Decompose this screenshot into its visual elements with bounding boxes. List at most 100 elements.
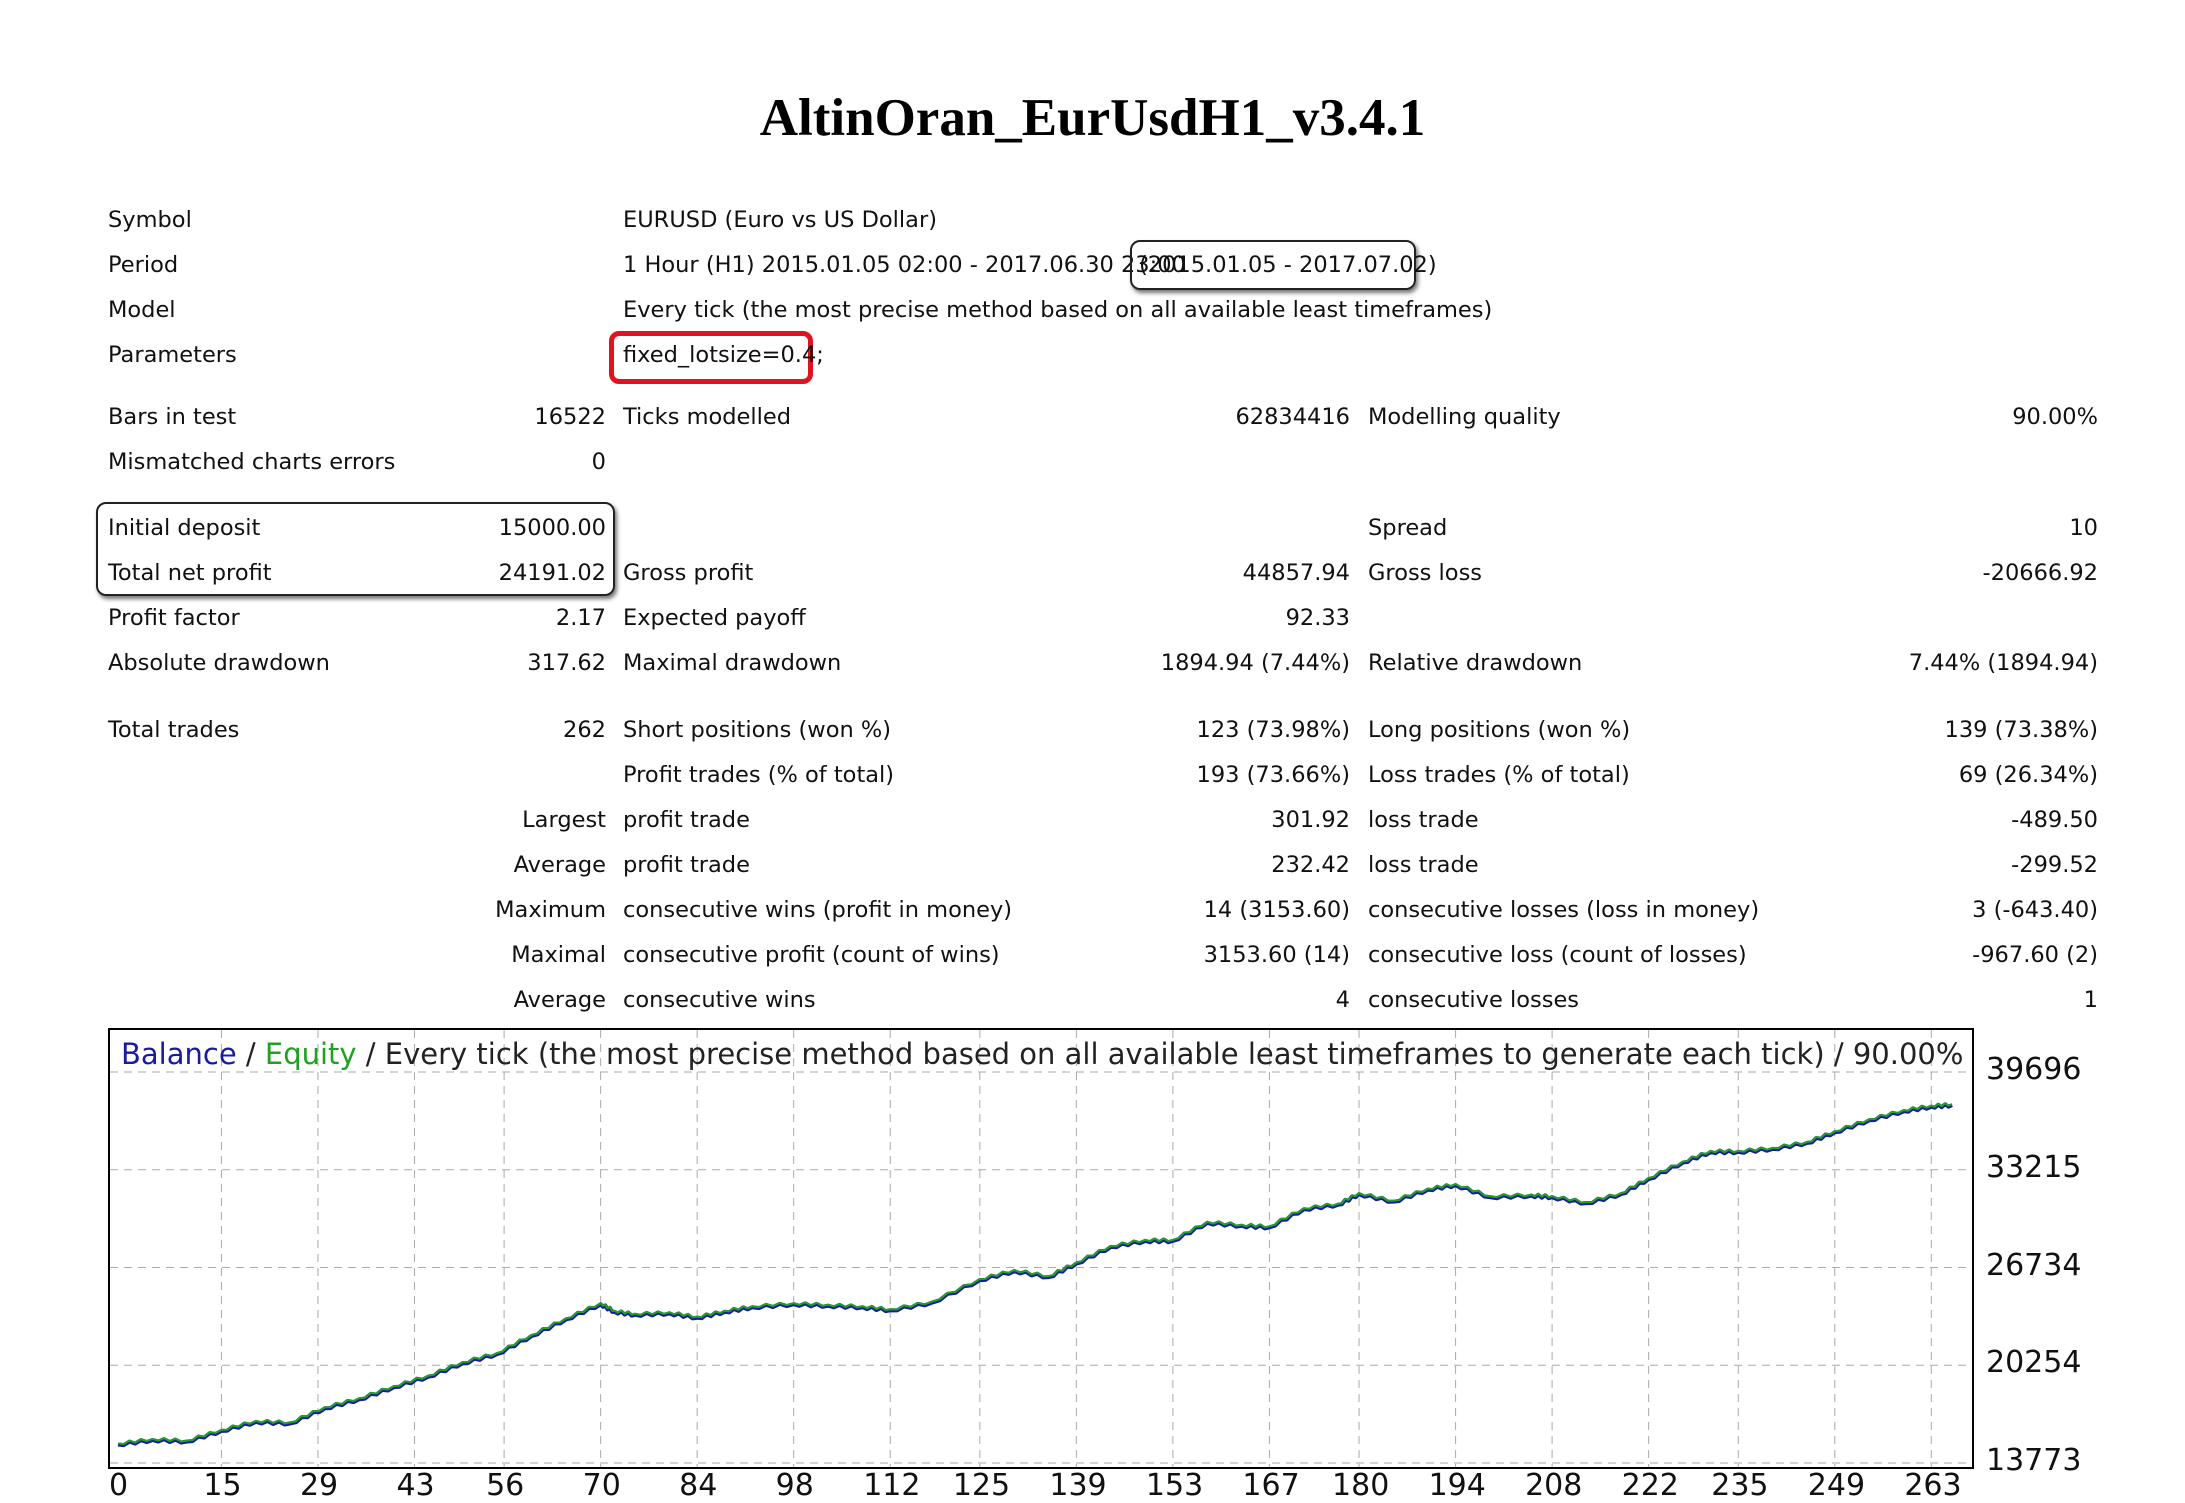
legend-description: / Every tick (the most precise method ba… xyxy=(356,1037,1964,1071)
gross-profit-value: 44857.94 xyxy=(1242,560,1350,586)
x-tick-label: 70 xyxy=(582,1468,621,1503)
x-tick-label: 15 xyxy=(203,1468,242,1503)
deposit-profit-highlight xyxy=(96,502,615,596)
x-tick-label: 235 xyxy=(1711,1468,1769,1503)
y-tick-label: 26734 xyxy=(1986,1247,2082,1283)
expected-payoff-label: Expected payoff xyxy=(623,605,806,631)
short-value: 123 (73.98%) xyxy=(1196,717,1350,743)
x-tick-label: 180 xyxy=(1332,1468,1390,1503)
x-tick-label: 29 xyxy=(299,1468,339,1503)
maximal-loss-value: -967.60 (2) xyxy=(1972,942,2098,968)
quality-value: 90.00% xyxy=(2012,404,2098,430)
model-label: Model xyxy=(108,297,176,323)
abs-drawdown-value: 317.62 xyxy=(527,650,606,676)
bars-label: Bars in test xyxy=(108,404,237,430)
report-title: AltinOran_EurUsdH1_v3.4.1 xyxy=(759,89,1426,147)
average-loss-label: loss trade xyxy=(1368,852,1479,878)
ticks-label: Ticks modelled xyxy=(623,404,792,430)
x-tick-label: 84 xyxy=(679,1468,718,1503)
x-tick-label: 208 xyxy=(1525,1468,1583,1503)
y-tick-label: 13773 xyxy=(1986,1443,2082,1478)
ticks-value: 62834416 xyxy=(1235,404,1350,430)
long-value: 139 (73.38%) xyxy=(1944,717,2098,743)
deposit-label: Initial deposit xyxy=(108,515,261,541)
total-trades-value: 262 xyxy=(563,717,606,743)
spread-label: Spread xyxy=(1368,515,1448,541)
total-trades-label: Total trades xyxy=(108,717,240,743)
gross-profit-label: Gross profit xyxy=(623,560,754,586)
x-tick-label: 139 xyxy=(1049,1468,1107,1503)
x-tick-label: 167 xyxy=(1242,1468,1300,1503)
x-tick-label: 98 xyxy=(775,1468,814,1503)
net-profit-value: 24191.02 xyxy=(498,560,606,586)
period-range: (2015.01.05 - 2017.07.02) xyxy=(1139,252,1437,278)
average-profit-value: 232.42 xyxy=(1271,852,1350,878)
rel-drawdown-value: 7.44% (1894.94) xyxy=(1908,650,2098,676)
avg-consecutive-losses-label: consecutive losses xyxy=(1368,987,1580,1013)
balance-chart xyxy=(108,1028,1974,1469)
loss-trades-label: Loss trades (% of total) xyxy=(1368,762,1630,788)
average-prefix: Average xyxy=(513,852,606,878)
legend-equity: Equity xyxy=(264,1037,357,1071)
mismatched-value: 0 xyxy=(591,449,606,475)
largest-loss-label: loss trade xyxy=(1368,807,1479,833)
short-label: Short positions (won %) xyxy=(623,717,892,743)
avg-consecutive-prefix: Average xyxy=(513,987,606,1013)
chart-legend: Balance / Equity / Every tick (the most … xyxy=(121,1037,1963,1071)
avg-consecutive-wins-value: 4 xyxy=(1335,987,1350,1013)
mismatched-label: Mismatched charts errors xyxy=(108,449,396,475)
symbol-label: Symbol xyxy=(108,207,192,233)
parameters-label: Parameters xyxy=(108,342,237,368)
x-tick-label: 249 xyxy=(1807,1468,1866,1503)
deposit-value: 15000.00 xyxy=(498,515,606,541)
spread-value: 10 xyxy=(2069,515,2098,541)
x-tick-label: 263 xyxy=(1904,1468,1962,1503)
maximal-prefix: Maximal xyxy=(511,942,606,968)
maximum-losses-value: 3 (-643.40) xyxy=(1972,897,2098,923)
parameters-highlight xyxy=(609,331,813,384)
x-tick-label: 56 xyxy=(486,1468,525,1503)
bars-value: 16522 xyxy=(534,404,606,430)
largest-loss-value: -489.50 xyxy=(2011,807,2098,833)
legend-balance: Balance xyxy=(121,1037,237,1071)
maximal-profit-label: consecutive profit (count of wins) xyxy=(623,942,1000,968)
expected-payoff-value: 92.33 xyxy=(1285,605,1350,631)
chart-plot xyxy=(110,1030,1972,1467)
period-label: Period xyxy=(108,252,179,278)
largest-prefix: Largest xyxy=(522,807,606,833)
x-tick-label: 153 xyxy=(1145,1468,1204,1503)
equity-line xyxy=(117,1102,1953,1446)
maximum-losses-label: consecutive losses (loss in money) xyxy=(1368,897,1760,923)
x-tick-label: 112 xyxy=(863,1468,921,1503)
average-loss-value: -299.52 xyxy=(2011,852,2098,878)
max-drawdown-value: 1894.94 (7.44%) xyxy=(1160,650,1350,676)
profit-trades-value: 193 (73.66%) xyxy=(1196,762,1350,788)
balance-line xyxy=(117,1102,1953,1448)
period-range-highlight xyxy=(1130,240,1416,290)
maximal-loss-label: consecutive loss (count of losses) xyxy=(1368,942,1747,968)
y-tick-label: 20254 xyxy=(1986,1345,2082,1381)
maximal-profit-value: 3153.60 (14) xyxy=(1203,942,1350,968)
largest-profit-value: 301.92 xyxy=(1271,807,1350,833)
x-tick-label: 194 xyxy=(1428,1468,1486,1503)
x-tick-label: 0 xyxy=(109,1468,129,1503)
maximum-prefix: Maximum xyxy=(495,897,606,923)
quality-label: Modelling quality xyxy=(1368,404,1561,430)
y-tick-label: 33215 xyxy=(1986,1149,2082,1185)
long-label: Long positions (won %) xyxy=(1368,717,1631,743)
gross-loss-value: -20666.92 xyxy=(1982,560,2098,586)
maximum-wins-value: 14 (3153.60) xyxy=(1203,897,1350,923)
profit-trades-label: Profit trades (% of total) xyxy=(623,762,895,788)
avg-consecutive-losses-value: 1 xyxy=(2083,987,2098,1013)
max-drawdown-label: Maximal drawdown xyxy=(623,650,842,676)
maximum-wins-label: consecutive wins (profit in money) xyxy=(623,897,1013,923)
gross-loss-label: Gross loss xyxy=(1368,560,1483,586)
net-profit-label: Total net profit xyxy=(108,560,272,586)
average-profit-label: profit trade xyxy=(623,852,750,878)
profit-factor-label: Profit factor xyxy=(108,605,240,631)
profit-factor-value: 2.17 xyxy=(555,605,606,631)
period-value: 1 Hour (H1) 2015.01.05 02:00 - 2017.06.3… xyxy=(623,252,1186,278)
y-tick-label: 39696 xyxy=(1986,1052,2082,1087)
loss-trades-value: 69 (26.34%) xyxy=(1958,762,2098,788)
largest-profit-label: profit trade xyxy=(623,807,750,833)
